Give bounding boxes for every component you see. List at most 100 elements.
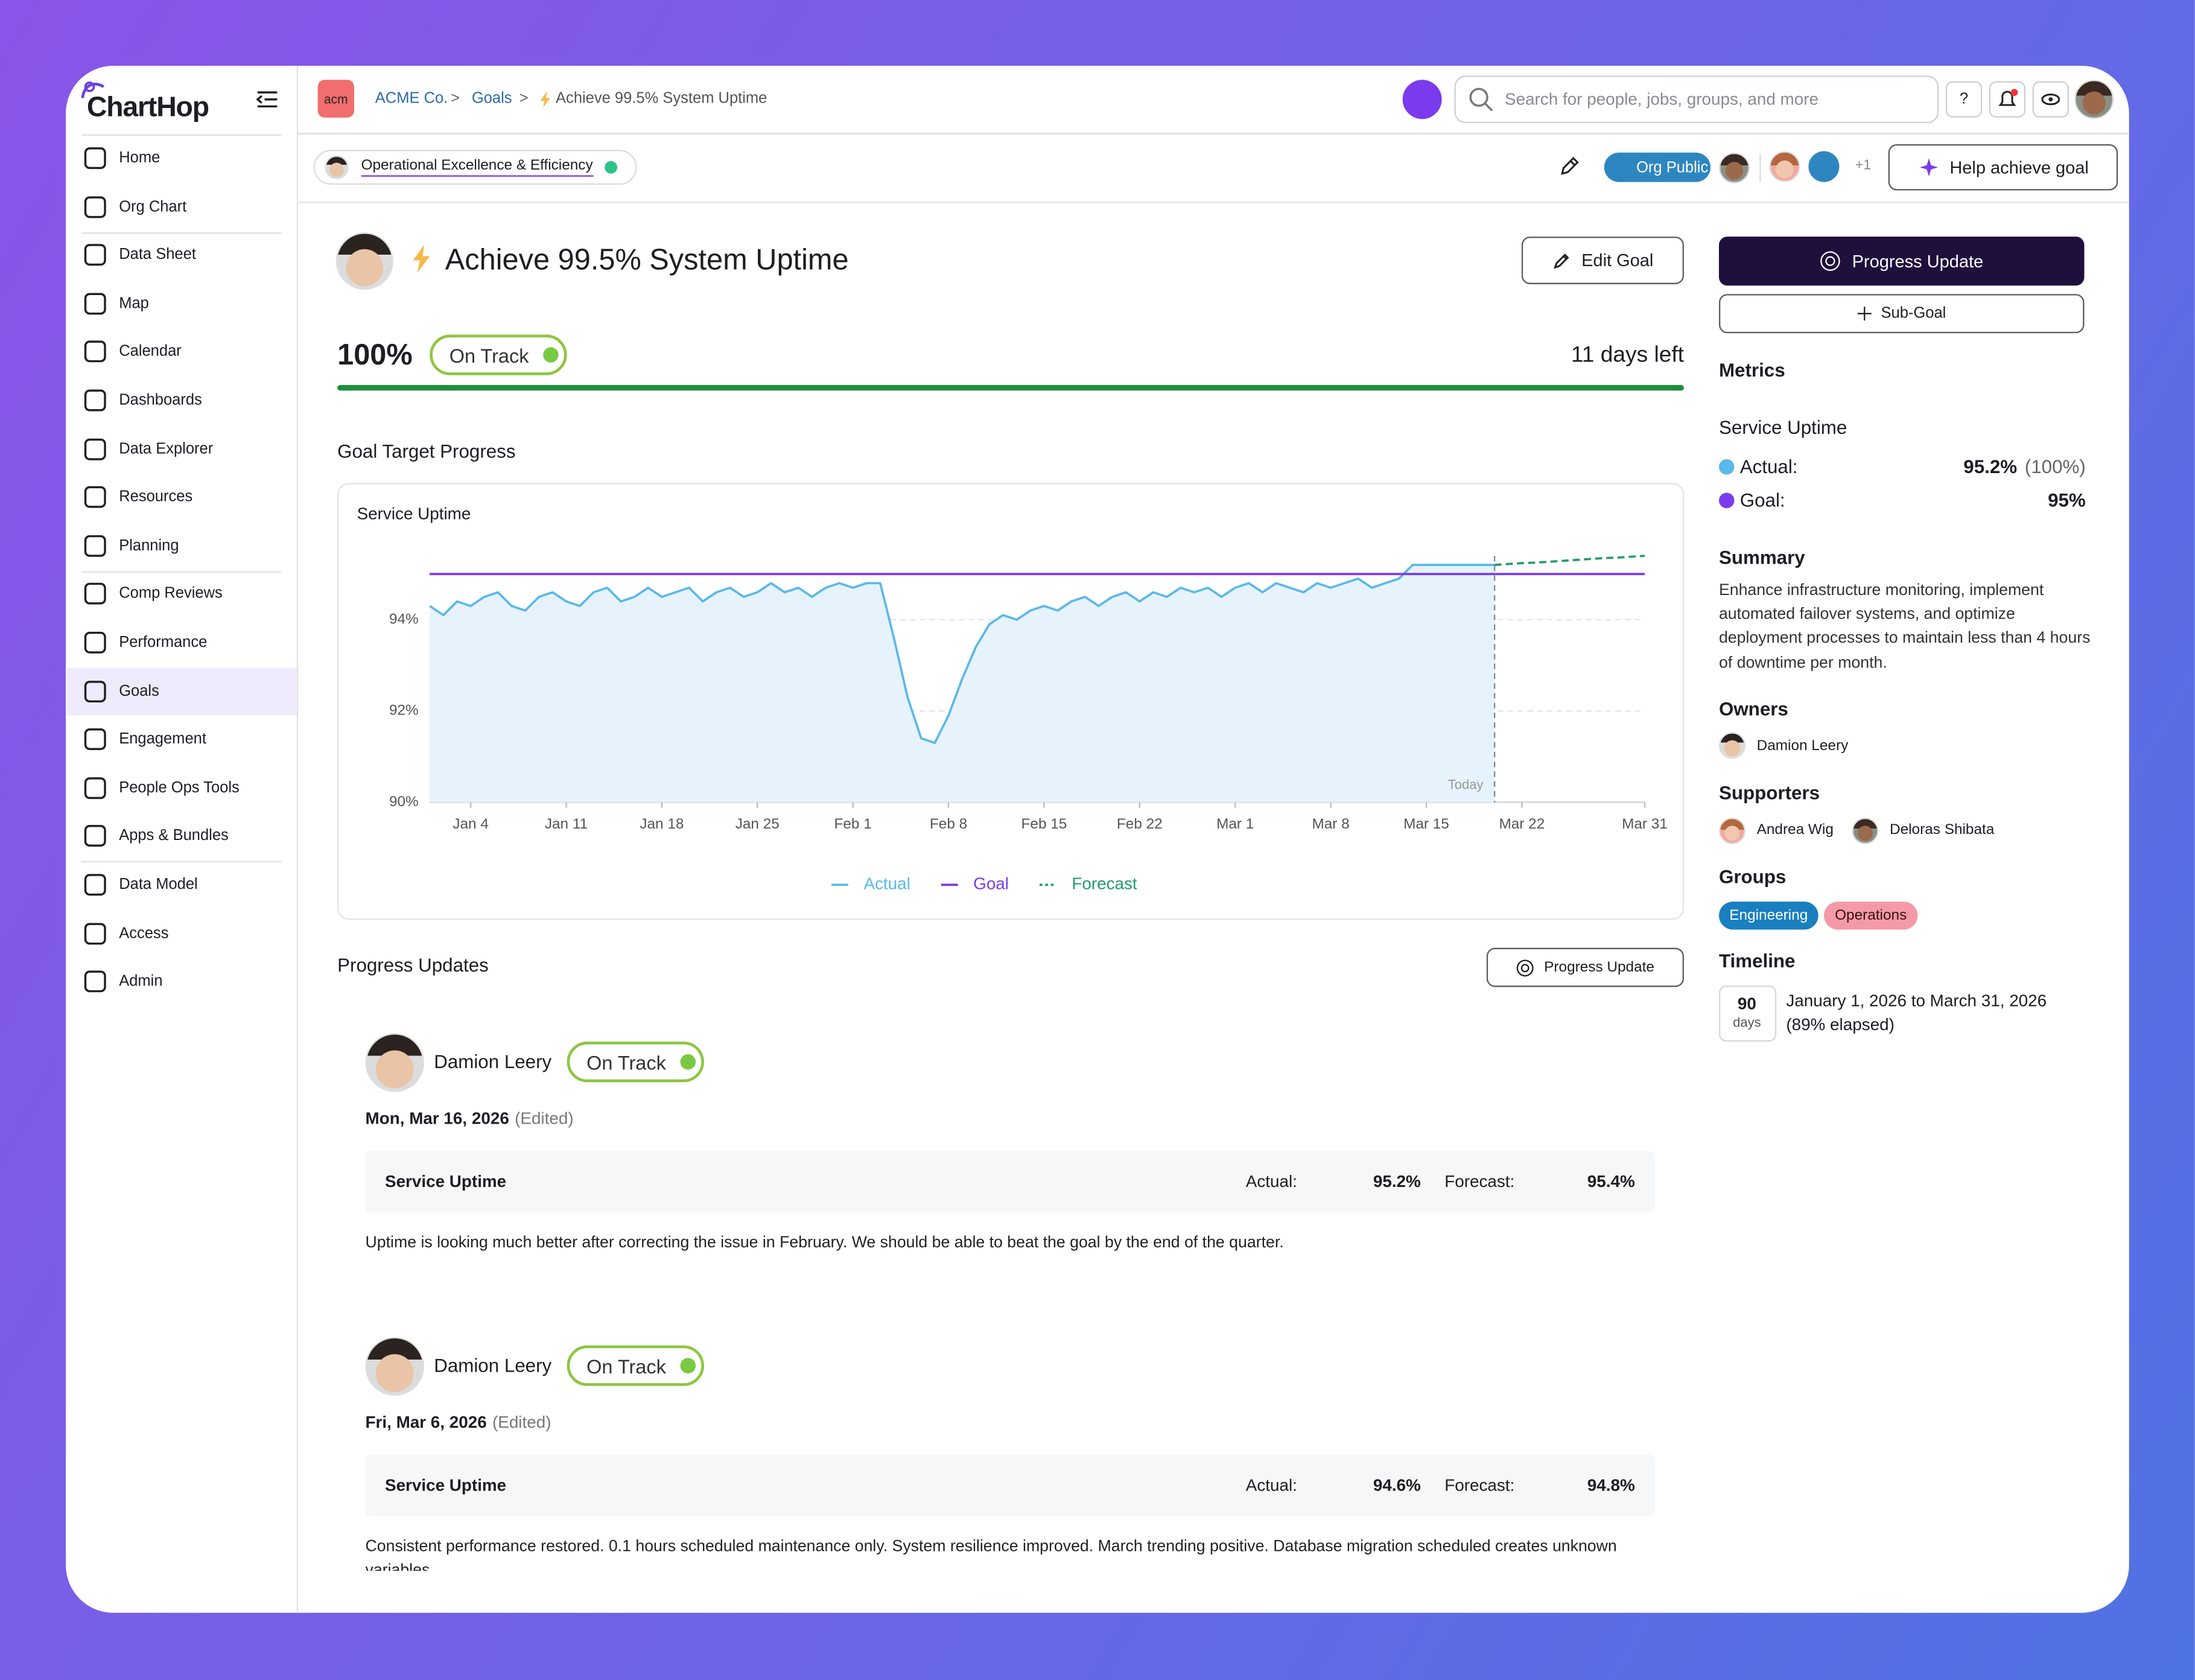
nav-label: Data Model [119, 876, 198, 894]
company-badge[interactable]: acm [317, 80, 354, 118]
button-label: Edit Goal [1581, 250, 1654, 270]
sidebar-divider [296, 66, 299, 1613]
timeline-elapsed: (89% elapsed) [1786, 1014, 1895, 1035]
breadcrumb: Achieve 99.5% System Uptime [556, 90, 767, 107]
nav-item[interactable]: Calendar [67, 328, 296, 376]
supporter[interactable]: Deloras Shibata [1890, 821, 1995, 838]
parent-goal-chip[interactable] [313, 150, 637, 185]
metric-value: 94.8% [1587, 1475, 1635, 1495]
nav-label: Access [119, 924, 169, 942]
nav-item[interactable]: Map [67, 280, 296, 328]
edit-goal-button[interactable]: Edit Goal [1521, 237, 1684, 284]
y-tick-label: 94% [389, 611, 419, 627]
x-tick-label: Jan 18 [640, 816, 684, 832]
more-count[interactable]: +1 [1855, 158, 1872, 174]
author[interactable]: Damion Leery [434, 1051, 552, 1072]
help-achieve-button[interactable]: Help achieve goal [1888, 144, 2118, 191]
progress-update-button[interactable]: Progress Update [1718, 237, 2085, 286]
panel-heading: Supporters [1718, 782, 1820, 804]
breadcrumb-separator: > [519, 90, 529, 107]
nav-icon [84, 874, 106, 896]
status: On Track [586, 1051, 666, 1074]
section-title: Goal Target Progress [337, 441, 516, 462]
avatar [1769, 151, 1800, 182]
metric-name: Service Uptime [1718, 417, 1847, 438]
nav-item[interactable]: Performance [67, 619, 296, 666]
status-pill: On Track [567, 1345, 704, 1386]
nav-item[interactable]: Admin [67, 958, 296, 1005]
nav-icon [84, 244, 106, 266]
visibility-badge[interactable]: Org Public [1604, 152, 1711, 182]
nav-item[interactable]: Engagement [67, 716, 296, 763]
owner[interactable]: Damion Leery [1756, 737, 1849, 754]
update-date: Mon, Mar 16, 2026 (Edited) [366, 1109, 574, 1128]
author[interactable]: Damion Leery [434, 1355, 552, 1376]
nav-item[interactable]: Data Explorer [67, 425, 296, 472]
preview-button[interactable] [2032, 81, 2069, 118]
parent-goal[interactable]: Operational Excellence & Efficiency [361, 157, 593, 176]
metric-value: 95.2% [1373, 1171, 1421, 1191]
edit-icon[interactable] [1558, 156, 1580, 178]
metric-row [365, 1454, 1655, 1516]
search-box[interactable] [1454, 75, 1939, 124]
metric-label: Forecast: [1444, 1475, 1515, 1495]
metric-label: Forecast: [1444, 1171, 1515, 1191]
comment: Consistent performance restored. 0.1 hou… [365, 1538, 1617, 1571]
nav-item[interactable]: Data Model [67, 861, 296, 909]
status-dot [542, 347, 559, 363]
nav-label: Resources [119, 489, 193, 506]
nav-icon [84, 486, 106, 509]
breadcrumb[interactable]: ACME Co. [375, 90, 448, 107]
panel-heading: Groups [1718, 866, 1787, 888]
group-tag[interactable]: Engineering [1718, 902, 1819, 930]
x-tick-label: Mar 31 [1622, 816, 1668, 832]
nav-item[interactable]: Planning [67, 522, 296, 570]
line [1494, 555, 1645, 567]
goal-title: Achieve 99.5% System Uptime [445, 244, 849, 276]
nav-label: Calendar [119, 343, 182, 361]
x-tick-label: Mar 1 [1216, 816, 1254, 832]
nav-item[interactable]: Access [67, 909, 296, 957]
nav-item[interactable]: Home [67, 135, 296, 182]
notifications-button[interactable] [1989, 81, 2026, 118]
legend-dot [1718, 492, 1735, 509]
nav-item[interactable]: Org Chart [67, 183, 296, 231]
date: Mon, Mar 16, 2026 [365, 1108, 509, 1128]
nav-item[interactable]: Resources [67, 474, 296, 521]
nav-item[interactable]: People Ops Tools [67, 764, 296, 812]
ai-button[interactable] [1402, 80, 1442, 119]
nav-icon [84, 292, 106, 314]
metric-name: Service Uptime [385, 1475, 507, 1495]
y-tick-label: 92% [389, 702, 419, 719]
nav-icon [84, 583, 106, 605]
nav-label: Org Chart [119, 198, 187, 215]
nav-icon [84, 389, 106, 412]
nav-icon [84, 970, 106, 993]
nav-item[interactable]: Data Sheet [67, 231, 296, 279]
nav-item[interactable]: Comp Reviews [67, 570, 296, 618]
progress-update-button[interactable]: Progress Update [1486, 947, 1684, 987]
collapse-button[interactable] [256, 89, 279, 109]
user-avatar[interactable] [2074, 80, 2114, 119]
nav-icon [84, 728, 106, 751]
group-tag[interactable]: Operations [1823, 902, 1918, 930]
nav-separator [81, 232, 282, 234]
chart-card [337, 483, 1684, 920]
subgoal-button[interactable]: Sub-Goal [1718, 294, 2085, 334]
metric-label: Actual: [1739, 456, 1798, 477]
nav-icon [84, 535, 106, 557]
nav-item[interactable]: Goals [67, 667, 297, 715]
progress-bar [337, 385, 1684, 391]
supporter[interactable]: Andrea Wig [1756, 821, 1834, 838]
panel-heading: Summary [1718, 547, 1805, 568]
nav-separator [81, 861, 282, 864]
search-placeholder: Search for people, jobs, groups, and mor… [1505, 89, 1819, 109]
nav-separator [81, 571, 282, 573]
nav-label: Apps & Bundles [119, 828, 229, 845]
nav-item[interactable]: Dashboards [67, 377, 296, 424]
timeline-days: 90 [1737, 993, 1756, 1014]
toolbar-border [296, 202, 2129, 203]
help-button[interactable]: ? [1945, 81, 1983, 118]
breadcrumb[interactable]: Goals [471, 90, 512, 107]
nav-item[interactable]: Apps & Bundles [67, 813, 296, 861]
